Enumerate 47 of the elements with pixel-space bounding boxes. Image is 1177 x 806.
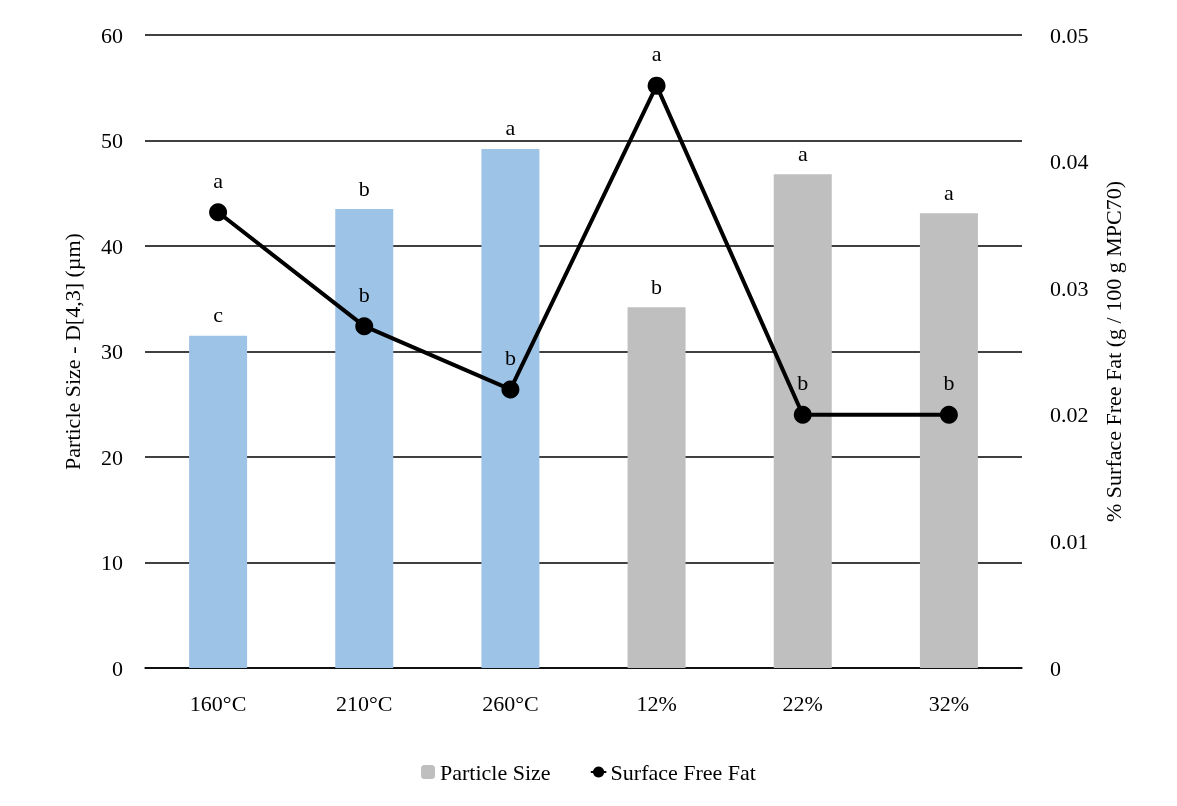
data-label: a [213, 167, 224, 193]
y-tick-label: 50 [101, 128, 123, 153]
bar [335, 209, 394, 668]
data-label: a [944, 179, 955, 205]
x-tick-label: 210°C [336, 690, 393, 716]
x-tick-label: 160°C [189, 690, 247, 716]
y-tick-label: 20 [101, 444, 123, 470]
data-label: b [358, 281, 370, 307]
y-tick-label: 10 [101, 550, 123, 575]
x-tick-label: 32% [928, 690, 970, 716]
data-label: b [797, 370, 809, 396]
bar [189, 335, 248, 668]
y-tick-label: 60 [101, 22, 123, 48]
data-label: a [651, 41, 662, 67]
legend-label: Surface Free Fat [610, 759, 756, 785]
data-label: b [358, 175, 370, 201]
bar [773, 174, 832, 668]
y2-tick-label: 0.02 [1050, 402, 1089, 428]
point [209, 203, 228, 222]
point [793, 405, 812, 424]
data-label: b [943, 370, 955, 396]
point [939, 405, 958, 424]
y2-axis-title: % Surface Free Fat (g / 100 g MPC70) [1100, 181, 1126, 522]
point [355, 317, 374, 336]
data-label: b [651, 273, 663, 299]
y-tick-label: 0 [112, 655, 123, 681]
x-tick-label: 260°C [482, 690, 539, 716]
data-label: a [797, 140, 808, 166]
y-tick-label: 30 [101, 339, 123, 364]
bar [627, 307, 686, 668]
y2-tick-label: 0.05 [1050, 22, 1089, 48]
bar [481, 148, 540, 668]
y-axis-title: Particle Size - D[4,3] (µm) [59, 233, 85, 470]
data-label: b [504, 344, 516, 370]
point [501, 380, 520, 399]
y2-tick-label: 0.04 [1050, 149, 1089, 175]
x-tick-label: 12% [636, 690, 677, 716]
y2-tick-label: 0 [1050, 655, 1061, 681]
x-tick-label: 22% [782, 690, 823, 716]
data-label: a [505, 115, 516, 141]
legend-label: Particle Size [440, 759, 551, 785]
y2-tick-label: 0.01 [1050, 528, 1089, 554]
bar [919, 213, 978, 668]
data-label: c [213, 302, 224, 328]
y2-tick-label: 0.03 [1050, 275, 1089, 301]
y-tick-label: 40 [101, 233, 123, 259]
point [647, 76, 666, 95]
